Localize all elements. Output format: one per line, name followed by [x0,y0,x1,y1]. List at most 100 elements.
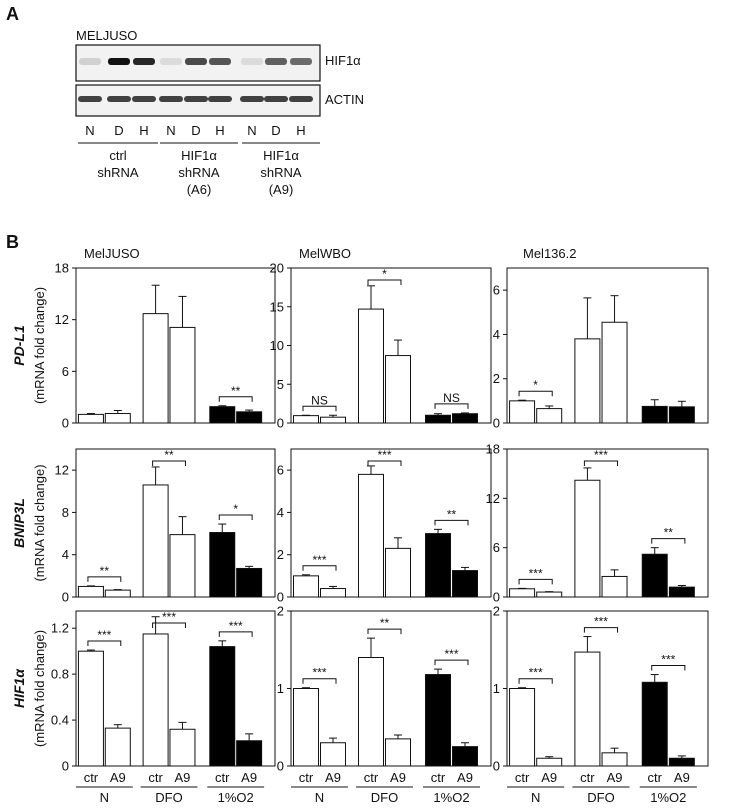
gene-label: PD-L1 [11,325,27,366]
significance-bracket [518,390,553,397]
bar [574,479,601,598]
bar [320,588,346,598]
bar [236,740,263,767]
bar [358,657,384,767]
bar [209,406,236,424]
bar [641,405,668,424]
bar [452,746,478,767]
y-tick-label: 18 [55,261,69,276]
y-tick-label: 6 [62,364,69,379]
column-title: MelJUSO [84,246,140,261]
significance-bracket [651,665,686,671]
significance-bracket [367,460,402,466]
hif-band [265,58,287,65]
y-tick-label: 0.8 [51,667,69,682]
significance-bracket [218,514,253,521]
bar-label: ctr [431,770,446,785]
panel-a-letter: A [6,4,19,24]
bar-label: A9 [175,770,191,785]
y-tick-label: 0.4 [51,713,69,728]
actin-band [240,96,264,102]
column-title: Mel136.2 [523,246,576,261]
y-tick-label: 10 [270,338,284,353]
unit-label: (mRNA fold change) [32,464,47,581]
lane-label: D [271,123,280,138]
bar-charts: MelJUSO MelWBO Mel136.2 PD-L1 (mRNA fold cha… [11,246,709,805]
bar [641,553,668,598]
hif-band [160,58,182,65]
actin-band [208,96,232,102]
y-tick-label: 2 [277,547,284,562]
bar [293,575,319,598]
significance-label: ** [164,448,174,462]
bar-chart: 012********ctr A9 ctr A9 ctr A9N DFO 1%O2 [277,604,492,805]
bar-label: ctr [515,770,530,785]
y-tick-label: 4 [277,505,284,520]
bar-label: A9 [390,770,406,785]
bar-label: A9 [325,770,341,785]
bar [77,650,104,767]
y-tick-label: 8 [62,505,69,520]
bar [385,547,411,598]
bar-label: A9 [241,770,257,785]
row-ylabel: PD-L1 (mRNA fold change) [11,287,47,404]
group-label: shRNA [260,165,302,180]
blot-label-actin: ACTIN [325,92,364,107]
bar-label: A9 [674,770,690,785]
y-tick-label: 18 [486,442,500,457]
lane-label: H [139,123,148,138]
significance-bracket [87,640,122,647]
significance-bracket [218,631,253,637]
significance-bracket [518,678,553,684]
bar [425,414,451,424]
significance-label: *** [529,666,543,680]
significance-label: * [233,502,238,516]
bar [169,326,196,424]
row-ylabel: BNIP3L (mRNA fold change) [11,464,47,581]
bar-label: ctr [299,770,314,785]
hif-band [241,58,263,65]
bar [236,567,263,598]
bar [236,411,263,424]
bar-label: ctr [215,770,230,785]
lane-label: D [191,123,200,138]
lane-label: N [247,123,256,138]
bar [104,413,131,424]
group-label: (A6) [187,182,212,197]
significance-bracket [434,659,469,666]
bar [209,532,236,598]
significance-label: NS [443,391,460,405]
bar [169,534,196,598]
lane-label: N [85,123,94,138]
bar [536,757,563,767]
bar-label: A9 [457,770,473,785]
y-tick-label: 5 [277,377,284,392]
bar-chart: 0 6 12 18 ** [55,261,276,431]
bar-label: ctr [580,770,595,785]
y-tick-label: 1.2 [51,621,69,636]
condition-label: 1%O2 [218,790,254,805]
bar [358,473,384,598]
significance-label: *** [444,647,458,661]
y-tick-label: 0 [277,590,284,605]
condition-label: 1%O2 [433,790,469,805]
bar-label: A9 [607,770,623,785]
bar [358,308,384,424]
bar [385,738,411,767]
group-label: HIF1α [263,148,299,163]
significance-label: ** [380,616,390,630]
significance-bracket [152,460,186,466]
y-tick-label: 4 [62,547,69,562]
column-title: MelWBO [299,246,351,261]
y-tick-label: 4 [493,327,500,342]
y-tick-label: 6 [277,463,284,478]
condition-label: N [531,790,540,805]
lane-label: H [296,123,305,138]
actin-band [184,96,208,102]
bar-chart: 00.40.81.2 *********ctr A9 ctr A9 ctr A9N DFO 1%… [51,610,276,805]
condition-label: N [100,790,109,805]
significance-label: *** [312,666,326,680]
bar [142,484,169,598]
actin-band [107,96,131,102]
